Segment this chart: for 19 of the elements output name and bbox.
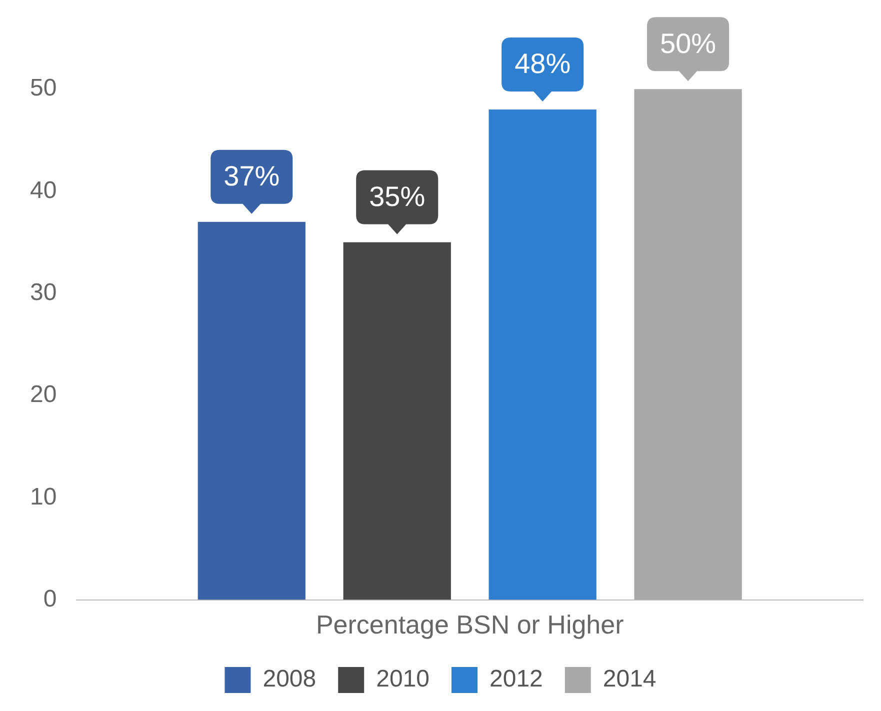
bar (343, 242, 451, 600)
y-tick-label: 10 (30, 483, 57, 510)
bar (488, 110, 596, 600)
bar (198, 222, 306, 600)
legend-label: 2014 (602, 666, 656, 693)
data-label: 37% (224, 160, 280, 192)
y-tick-label: 30 (30, 278, 57, 306)
data-label: 50% (660, 28, 716, 59)
legend-label: 2008 (262, 666, 316, 693)
y-tick-label: 50 (30, 74, 57, 102)
x-tick-label: Percentage BSN or Higher (316, 610, 624, 640)
legend-label: 2012 (490, 666, 543, 693)
data-label: 48% (514, 48, 571, 80)
y-tick-label: 40 (30, 176, 57, 204)
y-tick-label: 20 (30, 381, 57, 408)
legend-label: 2010 (376, 666, 430, 693)
y-tick-label: 0 (43, 585, 57, 612)
data-label: 35% (369, 181, 426, 212)
bar (634, 89, 742, 600)
